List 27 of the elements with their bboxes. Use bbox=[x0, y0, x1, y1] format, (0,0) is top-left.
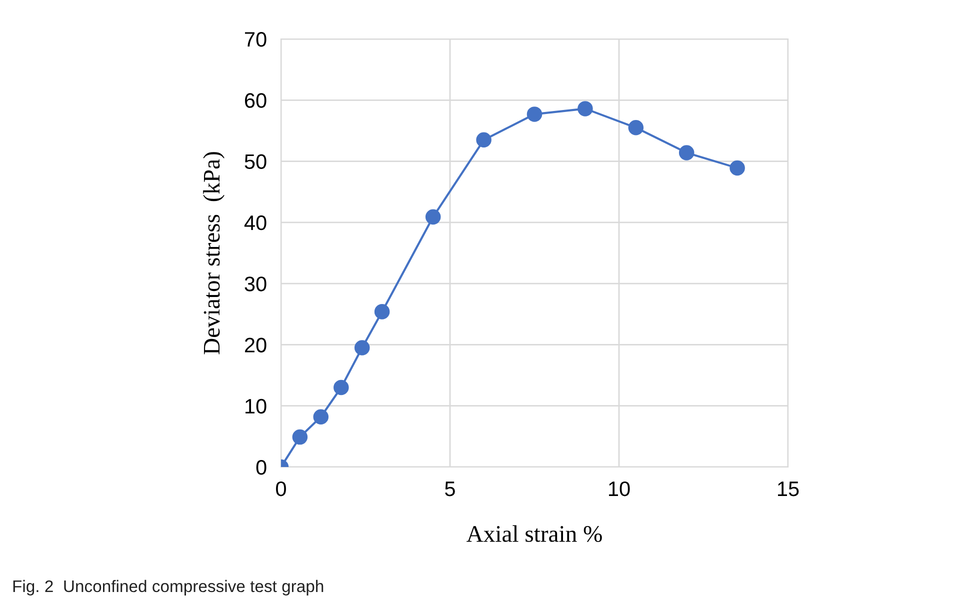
point bbox=[578, 101, 593, 116]
y-tick-label: 10 bbox=[246, 398, 266, 414]
y-tick-label: 40 bbox=[244, 215, 266, 230]
y-tick-label: 0 bbox=[256, 460, 266, 475]
point bbox=[526, 106, 542, 122]
y-tick-label: 70 bbox=[245, 32, 266, 47]
point bbox=[334, 380, 349, 396]
point bbox=[425, 209, 441, 225]
point bbox=[628, 120, 644, 136]
y-tick-label: 60 bbox=[245, 93, 266, 108]
point bbox=[354, 340, 370, 356]
y-tick-label: 50 bbox=[244, 154, 266, 170]
y-tick-label: 30 bbox=[244, 276, 266, 292]
x-tick-label: 15 bbox=[778, 482, 799, 496]
x-tick-label: 0 bbox=[276, 481, 286, 496]
point bbox=[313, 409, 329, 424]
caption: Fig. 2 Unconfined compressive test graph bbox=[13, 580, 324, 596]
point bbox=[476, 132, 492, 148]
point bbox=[730, 160, 745, 176]
y-axis-title: Deviator stress (kPa) bbox=[203, 152, 224, 354]
x-tick-label: 5 bbox=[445, 482, 455, 496]
point bbox=[374, 304, 390, 320]
point bbox=[678, 145, 694, 160]
x-axis-title: Axial strain % bbox=[466, 525, 602, 542]
point bbox=[292, 429, 308, 445]
x-tick-label: 10 bbox=[609, 481, 630, 496]
y-tick-label: 20 bbox=[244, 338, 266, 352]
